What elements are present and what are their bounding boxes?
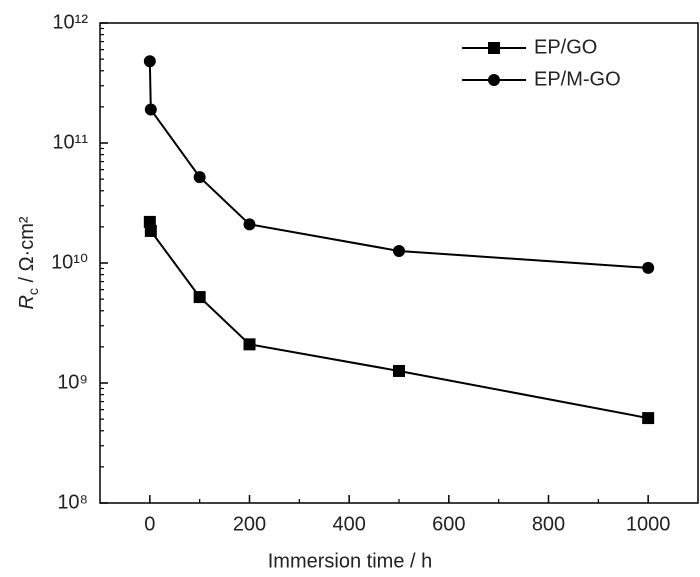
x-tick-label: 600 — [432, 513, 465, 535]
data-marker — [243, 338, 256, 351]
y-tick-label: 10⁹ — [57, 371, 88, 393]
data-marker — [193, 171, 206, 184]
legend-label: EP/M-GO — [534, 68, 621, 90]
legend-marker — [488, 74, 500, 86]
data-marker — [143, 215, 156, 228]
x-axis-label: Immersion time / h — [268, 550, 432, 572]
y-label-symbol: R — [16, 295, 38, 309]
y-tick-label: 10¹⁰ — [51, 251, 88, 273]
data-marker — [393, 364, 405, 377]
x-tick-label: 0 — [144, 513, 155, 535]
y-tick-label: 10⁸ — [57, 491, 88, 513]
x-tick-label: 800 — [532, 513, 565, 535]
data-marker — [193, 291, 206, 304]
data-marker — [642, 412, 655, 425]
y-tick-label: 10¹¹ — [52, 131, 88, 153]
data-marker — [143, 55, 156, 68]
data-marker — [393, 244, 405, 257]
series-line — [148, 61, 649, 269]
data-marker — [243, 218, 256, 231]
y-label-unit: / Ω·cm² — [16, 216, 38, 288]
y-tick-label: 10¹² — [52, 11, 88, 33]
x-tick-label: 400 — [332, 513, 365, 535]
x-tick-label: 1000 — [626, 513, 671, 535]
data-marker — [144, 224, 157, 237]
data-marker — [144, 103, 157, 116]
y-axis-label: Rc / Ω·cm² — [16, 216, 40, 309]
plot-frame — [99, 22, 699, 504]
data-marker — [642, 261, 655, 274]
legend-marker — [488, 42, 500, 54]
y-label-subscript: c — [25, 288, 41, 295]
legend-label: EP/GO — [534, 36, 597, 58]
x-tick-label: 200 — [233, 513, 266, 535]
